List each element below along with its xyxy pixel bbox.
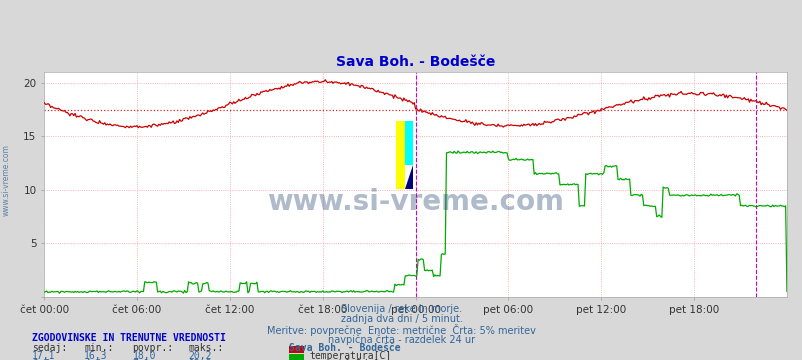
Text: maks.:: maks.: xyxy=(188,343,224,353)
Bar xyxy=(405,122,412,165)
Text: 16,3: 16,3 xyxy=(84,351,107,360)
Text: 20,2: 20,2 xyxy=(188,351,212,360)
Text: 13,9: 13,9 xyxy=(188,359,212,360)
Text: zadnja dva dni / 5 minut.: zadnja dva dni / 5 minut. xyxy=(340,314,462,324)
Text: 17,1: 17,1 xyxy=(32,351,55,360)
Text: 8,7: 8,7 xyxy=(32,359,50,360)
Text: temperatura[C]: temperatura[C] xyxy=(309,351,391,360)
Text: navpična črta - razdelek 24 ur: navpična črta - razdelek 24 ur xyxy=(327,334,475,345)
Text: www.si-vreme.com: www.si-vreme.com xyxy=(267,189,563,216)
Text: 4,3: 4,3 xyxy=(84,359,102,360)
Text: min.:: min.: xyxy=(84,343,114,353)
Text: Meritve: povprečne  Enote: metrične  Črta: 5% meritev: Meritve: povprečne Enote: metrične Črta:… xyxy=(267,324,535,336)
Title: Sava Boh. - Bodešče: Sava Boh. - Bodešče xyxy=(335,55,495,69)
Text: Sava Boh. - Bodešče: Sava Boh. - Bodešče xyxy=(289,343,400,353)
Text: 18,0: 18,0 xyxy=(132,351,156,360)
Text: sedaj:: sedaj: xyxy=(32,343,67,353)
Text: 7,1: 7,1 xyxy=(132,359,150,360)
Text: povpr.:: povpr.: xyxy=(132,343,173,353)
Text: Slovenija / reke in morje.: Slovenija / reke in morje. xyxy=(341,304,461,314)
Polygon shape xyxy=(405,165,412,189)
Text: pretok[m3/s]: pretok[m3/s] xyxy=(309,359,379,360)
Text: www.si-vreme.com: www.si-vreme.com xyxy=(2,144,11,216)
Bar xyxy=(395,122,405,189)
Text: ZGODOVINSKE IN TRENUTNE VREDNOSTI: ZGODOVINSKE IN TRENUTNE VREDNOSTI xyxy=(32,333,225,343)
